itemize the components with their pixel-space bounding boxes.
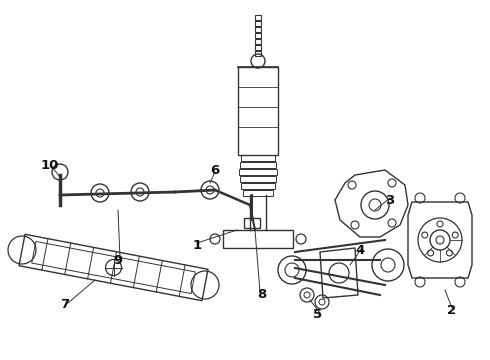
- Text: 10: 10: [41, 158, 59, 171]
- Text: 4: 4: [355, 243, 365, 257]
- Text: 6: 6: [210, 163, 220, 176]
- Text: 1: 1: [193, 239, 201, 252]
- Text: 3: 3: [385, 194, 394, 207]
- Text: 2: 2: [447, 303, 457, 316]
- Text: 7: 7: [60, 298, 70, 311]
- Text: 9: 9: [114, 253, 122, 266]
- Text: 8: 8: [257, 288, 267, 302]
- Text: 5: 5: [314, 309, 322, 321]
